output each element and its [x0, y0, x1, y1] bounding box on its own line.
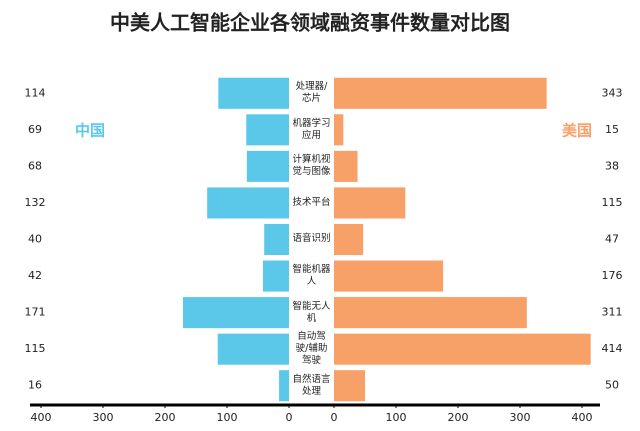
value-label: 47 — [605, 233, 619, 246]
bar — [334, 370, 365, 402]
bar — [264, 223, 289, 256]
bar — [207, 187, 289, 219]
bar — [334, 333, 591, 365]
value-label: 176 — [602, 269, 623, 282]
bar — [246, 150, 289, 182]
x-tick-label: 100 — [386, 411, 407, 424]
category-label: 自然语言处理 — [292, 373, 331, 397]
chart-title: 中美人工智能企业各领域融资事件数量对比图 — [110, 11, 510, 35]
bar — [218, 77, 289, 109]
x-tick-label: 0 — [331, 411, 338, 424]
value-label: 114 — [25, 86, 46, 99]
x-tick-label: 200 — [155, 411, 176, 424]
value-label: 115 — [602, 196, 623, 209]
bar — [217, 333, 289, 365]
value-label: 15 — [605, 123, 619, 136]
bar — [334, 114, 344, 146]
x-tick-label: 200 — [448, 411, 469, 424]
value-label: 343 — [602, 86, 623, 99]
bar — [334, 77, 547, 109]
bar — [334, 150, 358, 182]
value-label: 69 — [28, 123, 42, 136]
category-label: 智能无人机 — [292, 300, 331, 324]
legend-label: 中国 — [75, 122, 105, 140]
x-tick-label: 0 — [286, 411, 293, 424]
value-label: 42 — [28, 269, 42, 282]
bar — [262, 260, 289, 292]
value-label: 132 — [25, 196, 46, 209]
value-label: 115 — [25, 342, 46, 355]
bar — [334, 297, 527, 329]
x-tick-label: 400 — [31, 411, 52, 424]
bar — [334, 223, 364, 256]
value-label: 311 — [602, 306, 623, 319]
bar — [334, 260, 444, 292]
x-tick-label: 300 — [510, 411, 531, 424]
value-label: 171 — [25, 306, 46, 319]
category-label: 计算机视觉与图像 — [292, 154, 331, 178]
value-label: 68 — [28, 159, 42, 172]
bar — [334, 187, 406, 219]
bar — [246, 114, 289, 146]
category-label: 技术平台 — [292, 196, 331, 208]
value-label: 40 — [28, 233, 42, 246]
x-tick-label: 300 — [93, 411, 114, 424]
category-label: 机器学习应用 — [292, 117, 331, 141]
category-label: 自动驾驶/辅助驾驶 — [295, 331, 328, 367]
value-label: 16 — [28, 379, 42, 392]
value-label: 414 — [602, 342, 623, 355]
x-tick-label: 100 — [217, 411, 238, 424]
category-label: 智能机器人 — [292, 264, 331, 288]
bar — [279, 370, 289, 402]
value-label: 50 — [605, 379, 619, 392]
category-label: 处理器/芯片 — [295, 81, 328, 105]
value-label: 38 — [605, 159, 619, 172]
category-label: 语音识别 — [292, 233, 331, 245]
bar — [182, 297, 289, 329]
x-tick-label: 400 — [572, 411, 593, 424]
legend-label: 美国 — [562, 122, 592, 140]
